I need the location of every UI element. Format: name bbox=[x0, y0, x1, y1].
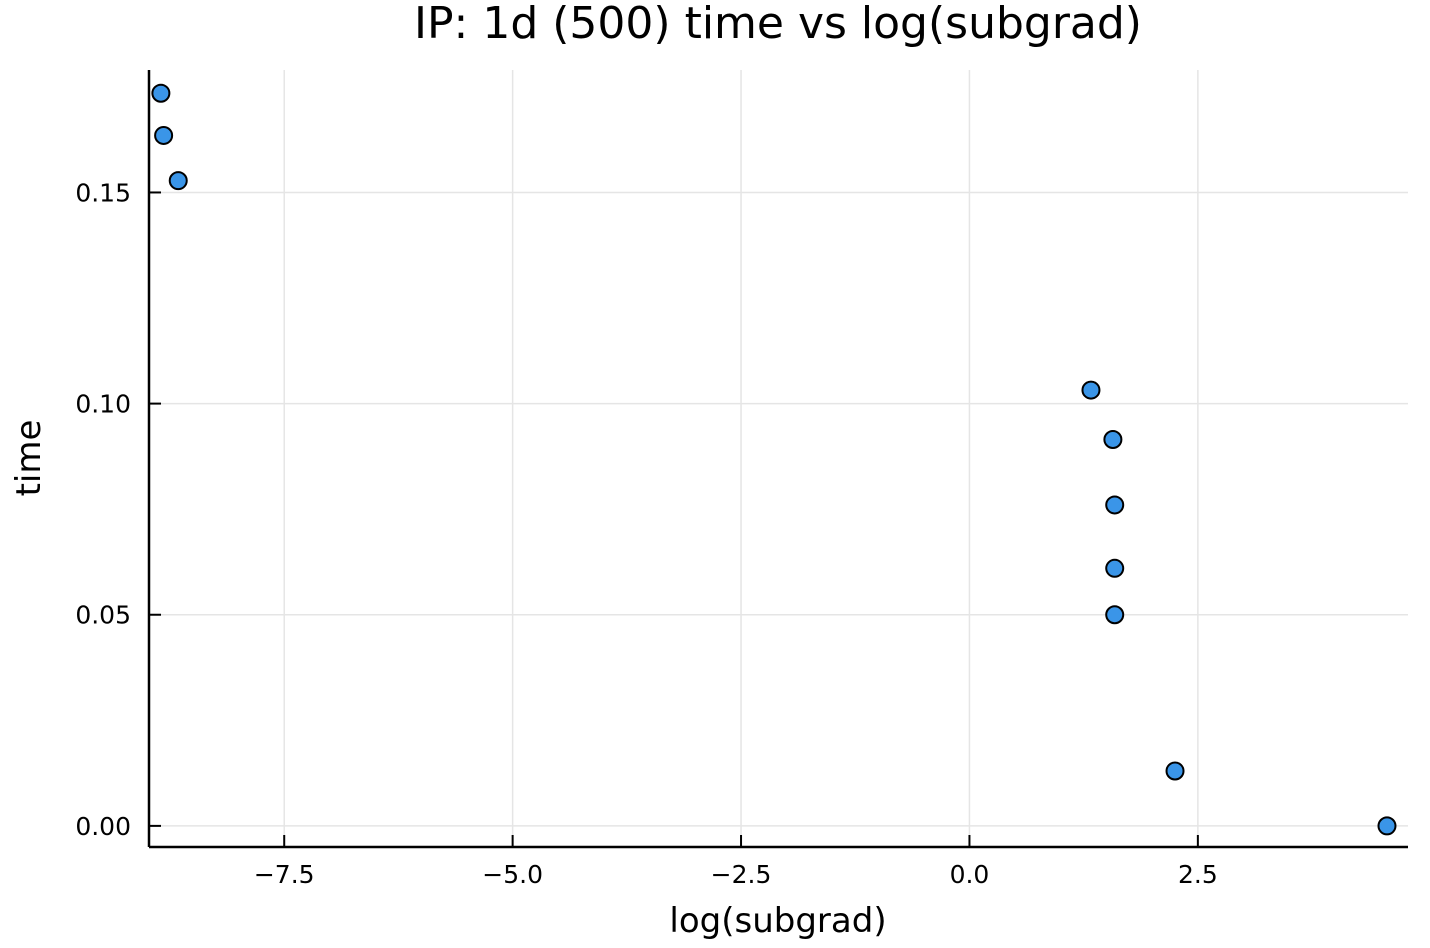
x-tick-label: −7.5 bbox=[254, 860, 315, 889]
data-point bbox=[154, 125, 174, 145]
y-tick-label: 0.05 bbox=[75, 601, 131, 630]
y-tick-label: 0.15 bbox=[75, 178, 131, 207]
data-point bbox=[1105, 605, 1125, 625]
data-point bbox=[1105, 495, 1125, 515]
x-tick-label: 0.0 bbox=[950, 860, 990, 889]
y-axis-label: time bbox=[9, 420, 49, 497]
data-point bbox=[1081, 380, 1101, 400]
data-point bbox=[1377, 816, 1397, 836]
data-point bbox=[1165, 761, 1185, 781]
data-point bbox=[151, 83, 171, 103]
data-point bbox=[1103, 429, 1123, 449]
data-point bbox=[1105, 558, 1125, 578]
x-tick-label: 2.5 bbox=[1178, 860, 1218, 889]
x-tick-label: −5.0 bbox=[482, 860, 543, 889]
chart-title: IP: 1d (500) time vs log(subgrad) bbox=[414, 0, 1142, 49]
x-axis-label: log(subgrad) bbox=[669, 901, 886, 941]
y-tick-label: 0.00 bbox=[75, 812, 131, 841]
data-points bbox=[151, 83, 1397, 836]
y-tick-label: 0.10 bbox=[75, 390, 131, 419]
x-axis-ticks: −7.5 −5.0 −2.5 0.0 2.5 bbox=[254, 835, 1218, 889]
x-tick-label: −2.5 bbox=[711, 860, 772, 889]
y-axis-ticks: 0.00 0.05 0.10 0.15 bbox=[75, 178, 161, 841]
data-point bbox=[168, 171, 188, 191]
grid-lines bbox=[149, 70, 1408, 847]
